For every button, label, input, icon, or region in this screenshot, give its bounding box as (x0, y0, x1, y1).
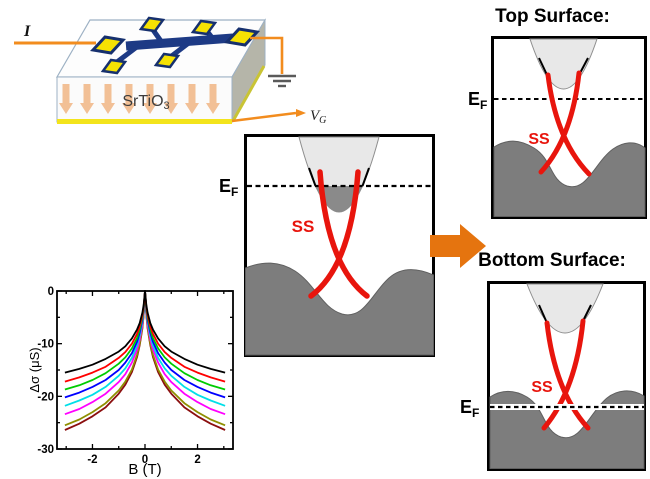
x-tick-label: -2 (87, 454, 97, 466)
magnetoconductance-chart: Δσ (μS) B (T) -2 0 20-10-20-30 (28, 286, 234, 478)
fermi-label: EF (219, 176, 238, 199)
efield-arrow-icon (80, 84, 94, 114)
contact-pad (138, 16, 166, 33)
efield-arrow-icon (185, 84, 199, 114)
y-tick-label: 0 (48, 286, 54, 298)
band-edge-tick (582, 304, 592, 322)
axis-frame (56, 290, 234, 450)
band-diagram-gated: SS EF (219, 134, 435, 357)
ground-icon (268, 74, 296, 88)
x-axis-label: B (T) (128, 461, 161, 478)
efield-arrow-icon (101, 84, 115, 114)
surface-state-branch (538, 70, 582, 175)
band-edge-tick (361, 167, 370, 187)
substrate-label: SrTiO3 (122, 93, 169, 112)
x-tick-label: 2 (194, 454, 200, 466)
efield-arrow-icon (122, 84, 136, 114)
right-arrow-icon (430, 224, 486, 268)
surface-state-branch (308, 169, 361, 299)
fermi-label: EF (460, 397, 479, 420)
band-edge-tick (308, 167, 317, 187)
slab-top-face (55, 19, 267, 78)
curve-olive (64, 290, 226, 427)
efield-arrow-icon (206, 84, 220, 114)
contact-pad (100, 58, 128, 75)
y-tick-label: -10 (37, 339, 54, 351)
transform-arrow (430, 224, 486, 268)
efield-arrows (59, 84, 220, 114)
y-tick-label: -20 (37, 391, 54, 403)
y-tick-label: -30 (37, 444, 54, 456)
surface-states-label: SS (531, 379, 553, 396)
gate-label: VG (310, 108, 326, 126)
surface-state-branch (545, 72, 592, 177)
curve-darkred (64, 290, 226, 431)
contact-pad (224, 27, 260, 47)
gate-wire-arrowhead (296, 109, 306, 117)
top-surface-title: Top Surface: (495, 6, 610, 27)
gate-layer (57, 119, 232, 124)
surface-states-label: SS (292, 217, 315, 236)
device-schematic: SrTiO3 I VG (14, 16, 326, 126)
fermi-label: EF (468, 89, 487, 112)
band-diagram-bottom-surface: SS EF (460, 281, 646, 471)
valence-band (493, 140, 646, 217)
surface-states-label: SS (528, 131, 550, 148)
gate-wire (231, 111, 297, 123)
surface-state-branch (544, 320, 591, 431)
contact-pad (190, 19, 218, 36)
contact-pad (90, 35, 126, 55)
hall-bar (90, 16, 260, 75)
gate-layer-side-edge (231, 65, 266, 122)
hall-bar-channel (125, 33, 234, 51)
bottom-surface-title: Bottom Surface: (478, 250, 626, 271)
y-axis-label: Δσ (μS) (28, 347, 42, 392)
efield-arrow-icon (143, 84, 157, 114)
surface-state-branch (541, 318, 586, 431)
ground-wire (250, 36, 284, 74)
surface-state-branch (317, 169, 370, 299)
efield-arrow-icon (59, 84, 73, 114)
efield-arrow-icon (164, 84, 178, 114)
hall-bar-arm (115, 44, 140, 64)
band-edge-tick (538, 304, 548, 324)
filled-conduction-states (315, 186, 363, 212)
valence-band (489, 390, 645, 469)
contact-pad (153, 52, 181, 69)
band-diagram-top-surface: SS EF (468, 36, 647, 219)
current-label: I (23, 23, 31, 40)
valence-band (245, 262, 434, 356)
x-tick-label: 0 (142, 454, 148, 466)
